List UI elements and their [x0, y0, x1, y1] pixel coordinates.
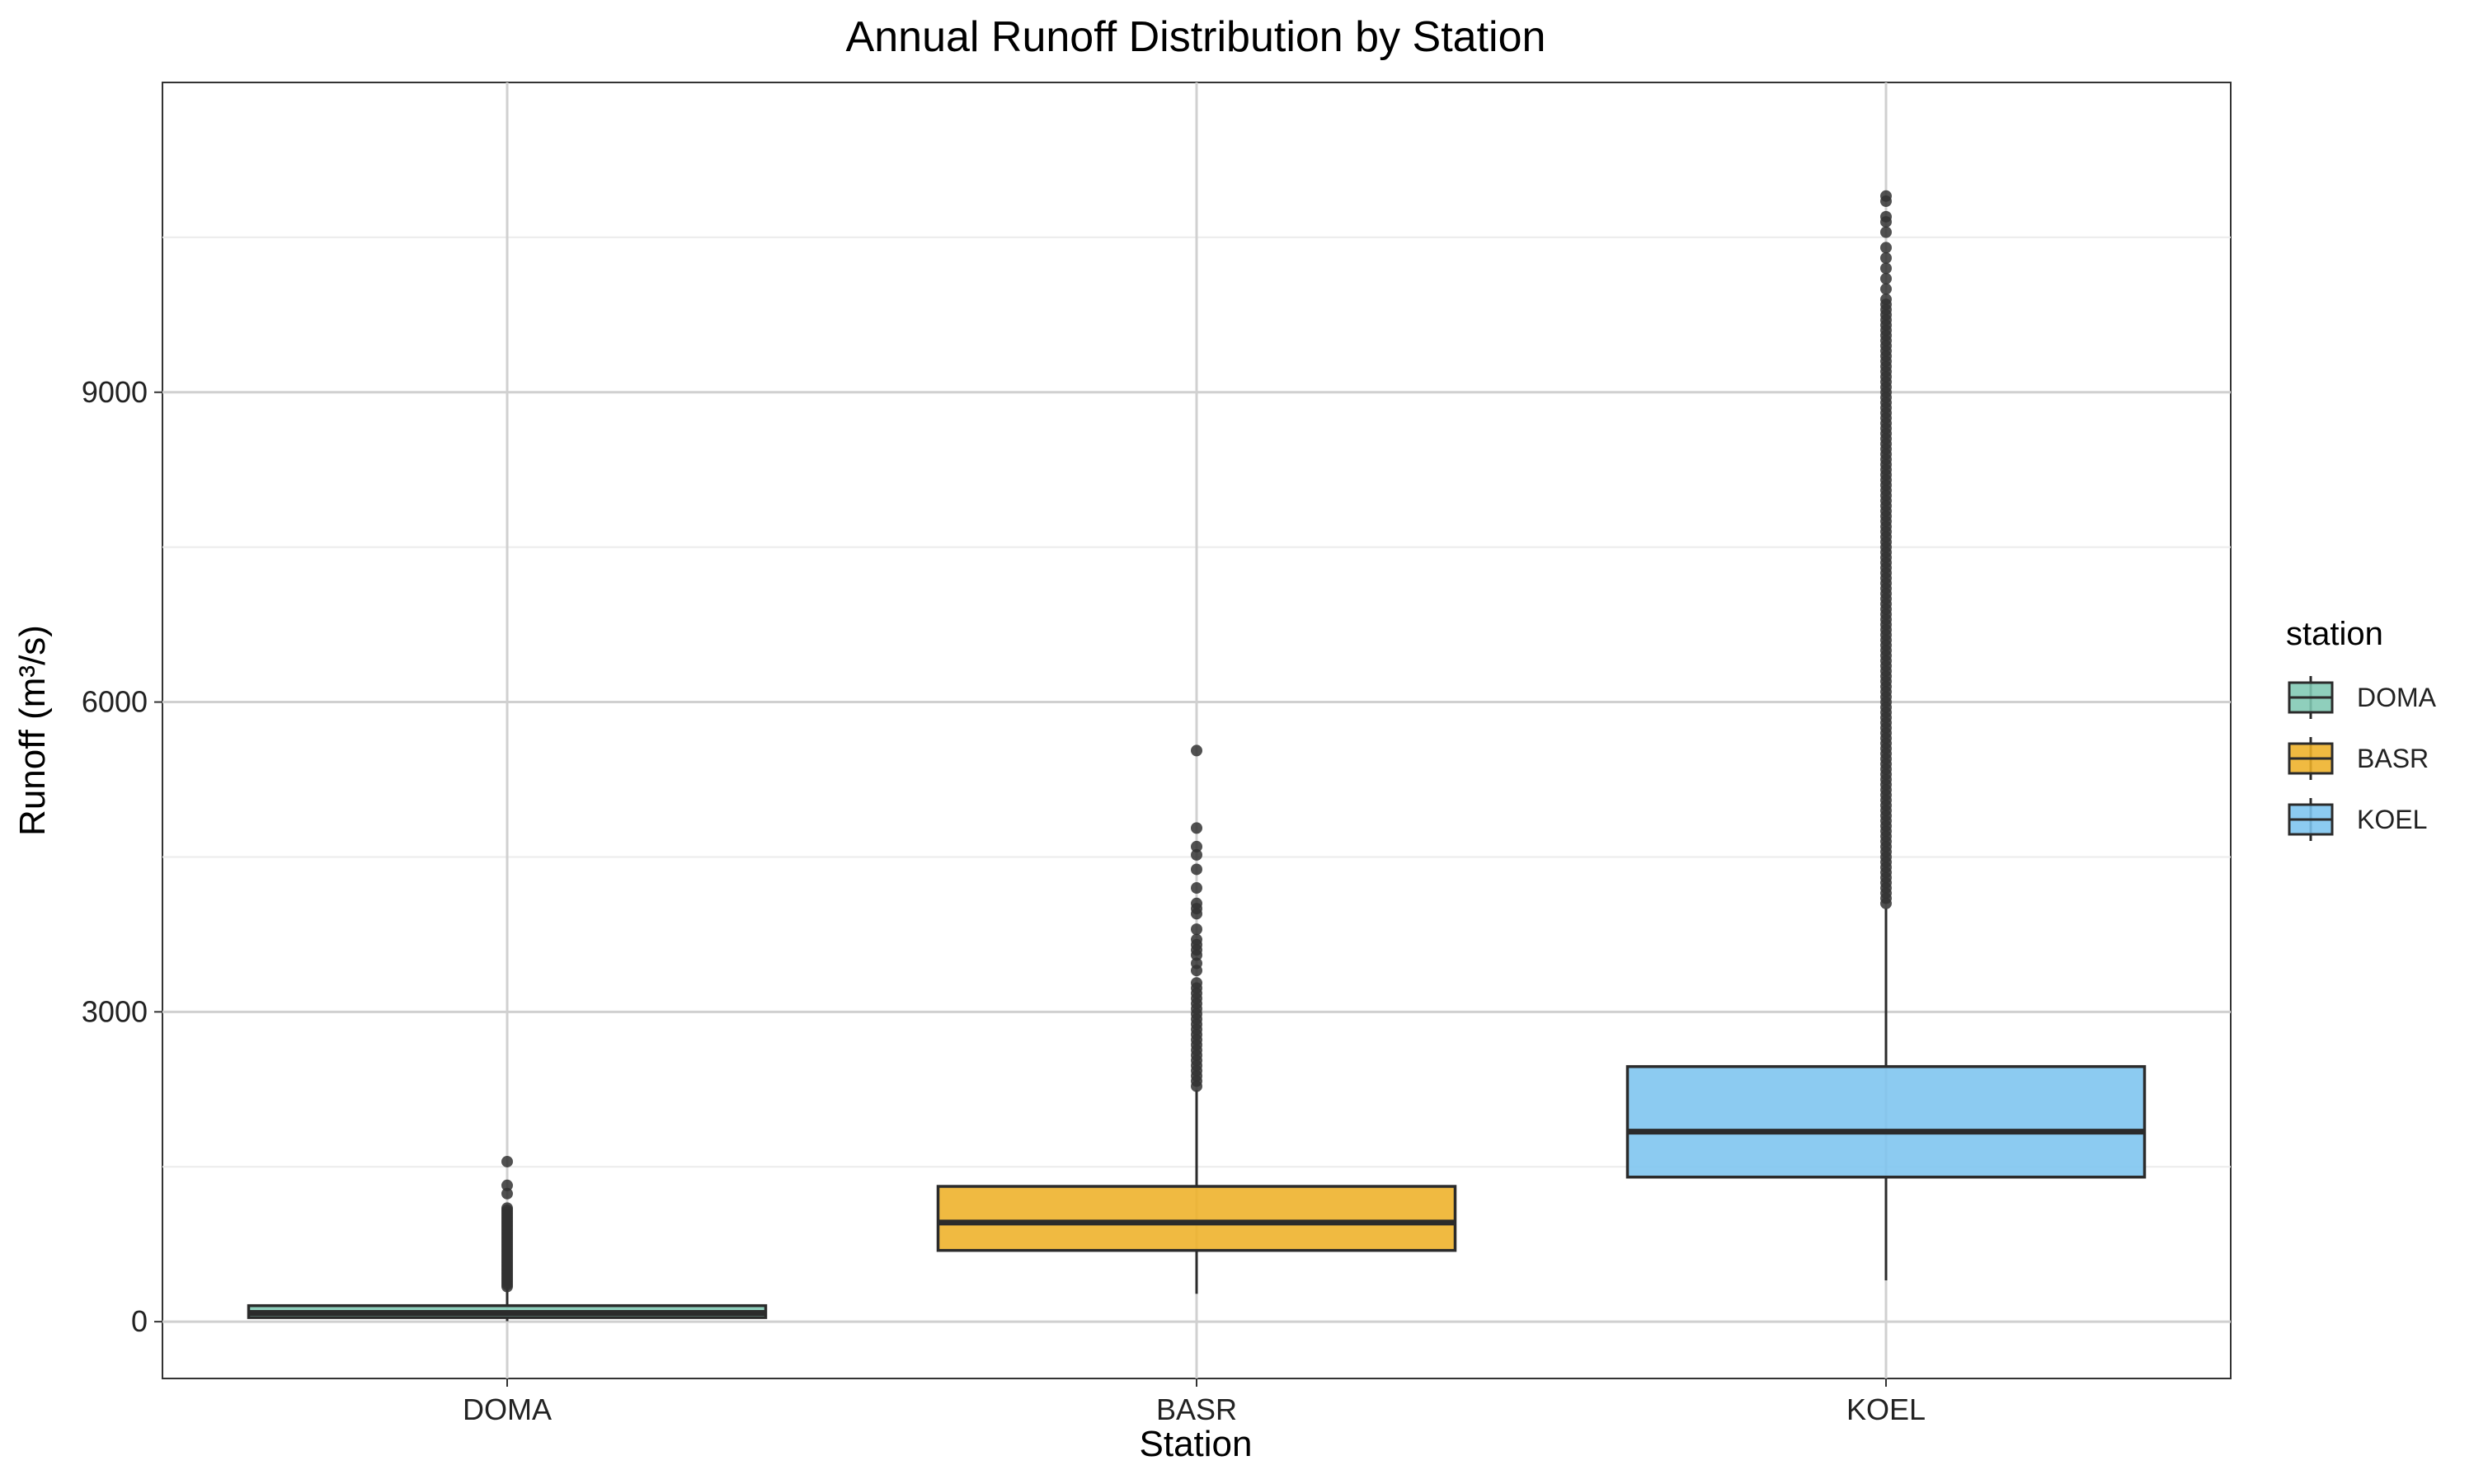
x-axis-ticks: DOMA BASR KOEL [463, 1378, 1926, 1426]
legend-item-basr: BASR [2288, 737, 2429, 780]
outlier-point [1880, 190, 1892, 202]
outlier-point [1880, 283, 1892, 295]
outlier-point [1191, 897, 1202, 909]
outlier-point [1880, 262, 1892, 275]
outlier-point [1191, 840, 1202, 852]
box-series [247, 190, 2147, 1322]
x-tick-label: DOMA [463, 1392, 552, 1426]
outlier-point [1880, 251, 1892, 264]
y-axis-title: Runoff (m³/s) [12, 625, 53, 836]
legend-label: KOEL [2357, 805, 2427, 834]
outlier-point [1191, 923, 1202, 936]
outlier-point [501, 1179, 513, 1191]
outlier-point [1880, 272, 1892, 284]
x-axis-title: Station [1140, 1424, 1253, 1464]
outlier-point [1191, 744, 1202, 757]
box-basr [936, 744, 1457, 1294]
box-koel [1625, 190, 2147, 1281]
x-tick-label: KOEL [1846, 1392, 1926, 1426]
legend: station DOMA BASR KOEL [2286, 616, 2437, 841]
legend-item-doma: DOMA [2288, 676, 2437, 719]
outlier-point [1880, 226, 1892, 238]
outlier-point [1191, 933, 1202, 946]
outlier-point [1191, 977, 1202, 989]
y-axis-ticks: 0 3000 6000 9000 [82, 375, 162, 1338]
chart-title: Annual Runoff Distribution by Station [846, 13, 1546, 61]
outlier-point [501, 1202, 513, 1214]
legend-label: BASR [2357, 744, 2429, 773]
x-tick-label: BASR [1156, 1392, 1237, 1426]
y-tick-label: 6000 [82, 685, 148, 719]
y-tick-label: 9000 [82, 375, 148, 409]
outlier-point [1191, 863, 1202, 876]
outlier-point [1191, 957, 1202, 970]
outlier-point [1880, 210, 1892, 223]
box-iqr [1625, 1064, 2147, 1179]
outlier-point [501, 1187, 513, 1200]
outlier-point [1880, 294, 1892, 306]
legend-label: DOMA [2357, 683, 2437, 712]
legend-item-koel: KOEL [2288, 798, 2427, 841]
box-iqr [936, 1185, 1457, 1252]
outlier-point [501, 1155, 513, 1167]
legend-title: station [2286, 616, 2383, 652]
outlier-point [1191, 822, 1202, 834]
outlier-point [1191, 848, 1202, 861]
y-tick-label: 0 [131, 1304, 148, 1338]
outlier-point [1880, 242, 1892, 254]
box-doma [247, 1155, 768, 1322]
y-tick-label: 3000 [82, 994, 148, 1028]
outlier-point [1191, 882, 1202, 895]
